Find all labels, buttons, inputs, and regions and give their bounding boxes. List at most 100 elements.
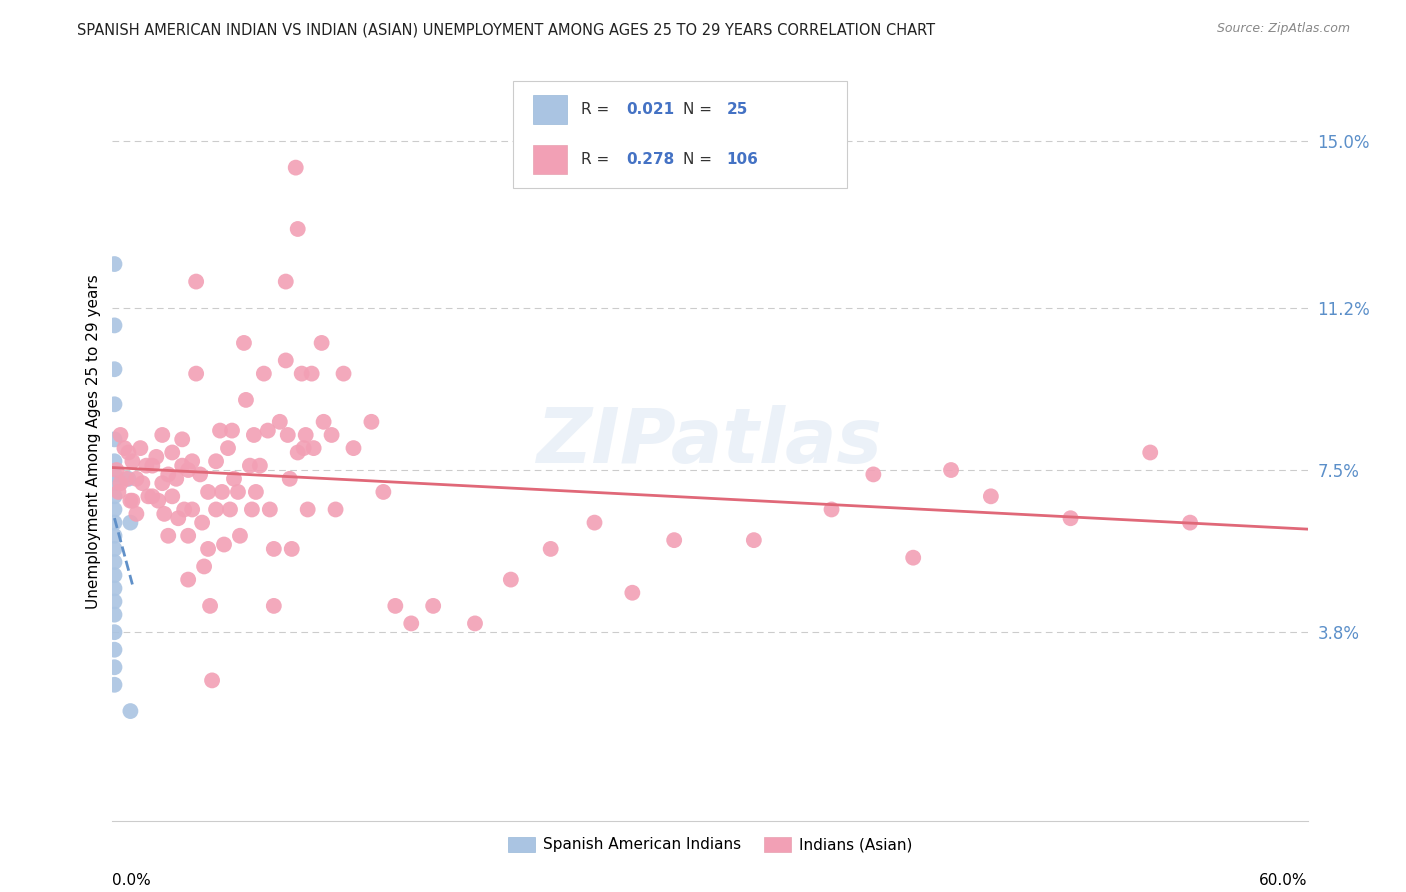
Point bbox=[311, 335, 333, 350]
Point bbox=[107, 485, 129, 500]
Point bbox=[103, 257, 125, 271]
Point bbox=[120, 704, 142, 718]
Point bbox=[274, 353, 297, 368]
Point bbox=[103, 476, 125, 491]
Point bbox=[120, 493, 142, 508]
Point bbox=[103, 318, 125, 333]
Point bbox=[110, 428, 132, 442]
Point bbox=[181, 502, 204, 516]
Point bbox=[177, 529, 200, 543]
Point bbox=[157, 467, 180, 482]
Point bbox=[862, 467, 884, 482]
Point bbox=[135, 458, 157, 473]
Point bbox=[103, 678, 125, 692]
Point bbox=[103, 489, 125, 503]
Point bbox=[278, 472, 301, 486]
Point bbox=[464, 616, 486, 631]
Point bbox=[198, 599, 221, 613]
Point bbox=[217, 441, 239, 455]
Point bbox=[117, 445, 139, 459]
Point bbox=[181, 454, 204, 468]
Text: 60.0%: 60.0% bbox=[1260, 873, 1308, 888]
Point bbox=[939, 463, 962, 477]
Point bbox=[172, 433, 194, 447]
Point bbox=[263, 541, 285, 556]
Point bbox=[103, 568, 125, 582]
Legend: Spanish American Indians, Indians (Asian): Spanish American Indians, Indians (Asian… bbox=[502, 830, 918, 858]
Text: R =: R = bbox=[581, 152, 614, 167]
Point bbox=[259, 502, 281, 516]
Point bbox=[209, 424, 232, 438]
Point bbox=[157, 529, 180, 543]
Point bbox=[239, 458, 262, 473]
Point bbox=[226, 485, 249, 500]
Point bbox=[287, 445, 309, 459]
Point bbox=[105, 463, 128, 477]
Point bbox=[205, 502, 228, 516]
Point bbox=[103, 555, 125, 569]
FancyBboxPatch shape bbox=[513, 81, 848, 187]
Point bbox=[240, 502, 263, 516]
Point bbox=[177, 573, 200, 587]
Point bbox=[235, 392, 257, 407]
Point bbox=[325, 502, 347, 516]
Point bbox=[1178, 516, 1201, 530]
Point bbox=[742, 533, 765, 548]
Text: 0.0%: 0.0% bbox=[112, 873, 152, 888]
Point bbox=[186, 367, 208, 381]
Point bbox=[301, 367, 323, 381]
Point bbox=[103, 660, 125, 674]
Point bbox=[342, 441, 364, 455]
Point bbox=[257, 424, 280, 438]
Point bbox=[277, 428, 299, 442]
Point bbox=[621, 586, 644, 600]
Text: 0.278: 0.278 bbox=[627, 152, 675, 167]
Point bbox=[269, 415, 291, 429]
Text: 25: 25 bbox=[727, 103, 748, 118]
Point bbox=[103, 594, 125, 608]
Point bbox=[229, 529, 252, 543]
Point bbox=[125, 507, 148, 521]
Point bbox=[145, 450, 167, 464]
Y-axis label: Unemployment Among Ages 25 to 29 years: Unemployment Among Ages 25 to 29 years bbox=[86, 274, 101, 609]
Point bbox=[103, 362, 125, 376]
Point bbox=[201, 673, 224, 688]
Point bbox=[664, 533, 686, 548]
Point bbox=[162, 445, 183, 459]
Point bbox=[103, 625, 125, 640]
Point bbox=[153, 507, 176, 521]
Point bbox=[150, 428, 173, 442]
Point bbox=[103, 541, 125, 556]
Point bbox=[186, 275, 208, 289]
Point bbox=[131, 476, 153, 491]
Point bbox=[263, 599, 285, 613]
Point bbox=[162, 489, 183, 503]
Point bbox=[281, 541, 304, 556]
Point bbox=[115, 472, 138, 486]
Point bbox=[129, 441, 152, 455]
Point bbox=[103, 582, 125, 596]
Point bbox=[167, 511, 190, 525]
Point bbox=[141, 489, 163, 503]
Point bbox=[294, 428, 316, 442]
Point bbox=[302, 441, 325, 455]
FancyBboxPatch shape bbox=[533, 145, 567, 174]
Point bbox=[321, 428, 343, 442]
Point bbox=[103, 467, 125, 482]
Point bbox=[583, 516, 606, 530]
Point bbox=[193, 559, 215, 574]
Point bbox=[103, 433, 125, 447]
Point bbox=[150, 476, 173, 491]
Point bbox=[292, 441, 315, 455]
Point bbox=[249, 458, 271, 473]
Point bbox=[114, 441, 135, 455]
Point bbox=[820, 502, 842, 516]
Point bbox=[177, 463, 200, 477]
Point bbox=[103, 397, 125, 411]
Point bbox=[297, 502, 319, 516]
Point bbox=[121, 454, 143, 468]
Text: 106: 106 bbox=[727, 152, 759, 167]
Point bbox=[120, 516, 142, 530]
Point bbox=[110, 476, 132, 491]
Point bbox=[103, 607, 125, 622]
